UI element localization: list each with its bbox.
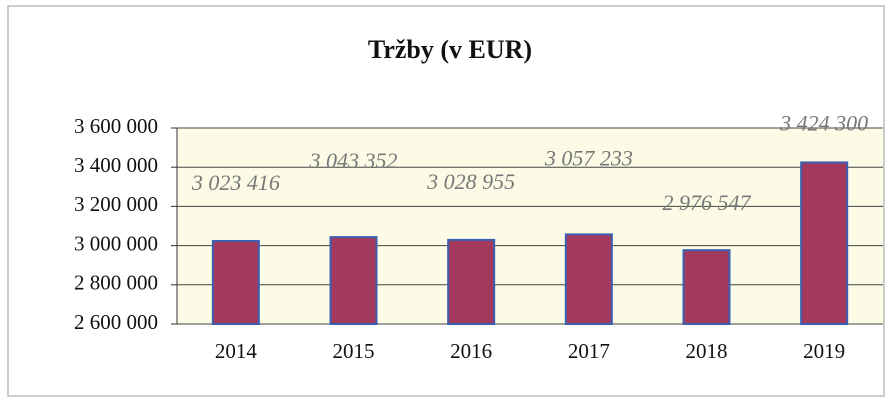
data-label: 3 424 300: [779, 110, 868, 135]
y-tick-label: 3 200 000: [74, 192, 158, 216]
x-tick-label: 2015: [333, 339, 375, 363]
y-tick-label: 2 800 000: [74, 271, 158, 295]
data-label: 3 028 955: [426, 169, 515, 194]
data-label: 2 976 547: [663, 190, 752, 215]
x-tick-label: 2019: [803, 339, 845, 363]
chart-title: Tržby (v EUR): [368, 35, 532, 64]
y-tick-label: 3 000 000: [74, 231, 158, 255]
bar: [682, 249, 731, 326]
bar: [447, 238, 496, 325]
y-tick-label: 3 400 000: [74, 153, 158, 177]
data-label: 3 043 352: [309, 148, 398, 173]
bar: [329, 236, 378, 326]
x-tick-label: 2016: [450, 339, 492, 363]
bar: [800, 161, 849, 325]
data-label: 3 057 233: [544, 145, 633, 170]
plot-area: [177, 128, 883, 324]
data-label: 3 023 416: [191, 170, 280, 195]
x-tick-label: 2014: [215, 339, 258, 363]
y-tick-label: 2 600 000: [74, 310, 158, 334]
bar: [211, 240, 260, 325]
y-tick-label: 3 600 000: [74, 114, 158, 138]
x-tick-label: 2018: [686, 339, 728, 363]
x-tick-label: 2017: [568, 339, 610, 363]
bar: [564, 233, 613, 326]
